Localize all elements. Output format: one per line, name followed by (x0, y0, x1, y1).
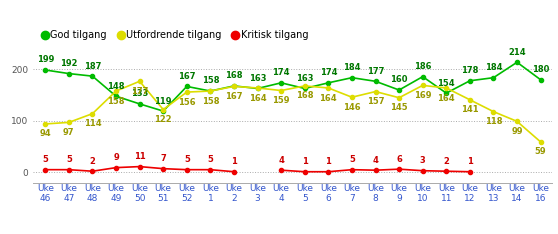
Text: 163: 163 (249, 74, 266, 83)
Text: 148: 148 (107, 82, 125, 91)
Text: 184: 184 (485, 63, 502, 72)
Text: 1: 1 (467, 157, 473, 166)
Text: 114: 114 (84, 119, 101, 128)
Text: 157: 157 (367, 97, 384, 106)
Text: 184: 184 (343, 63, 360, 72)
Text: 97: 97 (63, 128, 75, 137)
Text: 4: 4 (278, 156, 284, 165)
Text: 158: 158 (201, 97, 219, 106)
Text: 146: 146 (343, 103, 360, 112)
Text: 164: 164 (320, 94, 337, 102)
Text: 180: 180 (532, 65, 549, 74)
Text: 164: 164 (249, 94, 266, 102)
Text: 156: 156 (178, 98, 196, 107)
Text: 99: 99 (511, 127, 523, 136)
Text: 1: 1 (302, 157, 307, 166)
Text: 2: 2 (444, 157, 449, 166)
Text: 192: 192 (60, 59, 78, 68)
Text: 168: 168 (296, 91, 314, 100)
Text: 145: 145 (390, 103, 408, 112)
Text: 141: 141 (461, 105, 479, 114)
Text: 3: 3 (420, 156, 426, 165)
Text: 5: 5 (42, 155, 48, 164)
Text: 174: 174 (320, 68, 337, 77)
Text: 174: 174 (272, 68, 290, 77)
Text: 187: 187 (84, 62, 101, 71)
Text: 2: 2 (89, 157, 95, 166)
Text: 94: 94 (40, 129, 51, 139)
Text: 158: 158 (201, 77, 219, 85)
Text: 6: 6 (396, 155, 402, 164)
Text: 119: 119 (155, 97, 172, 106)
Text: 1: 1 (325, 157, 331, 166)
Text: 133: 133 (131, 89, 148, 98)
Text: 7: 7 (160, 154, 166, 163)
Text: 5: 5 (66, 155, 72, 164)
Text: 11: 11 (134, 152, 146, 161)
Text: 118: 118 (485, 117, 502, 126)
Text: 164: 164 (437, 94, 455, 102)
Text: 186: 186 (414, 62, 431, 71)
Legend: God tilgang, Utfordrende tilgang, Kritisk tilgang: God tilgang, Utfordrende tilgang, Kritis… (39, 26, 312, 44)
Text: 160: 160 (391, 76, 408, 84)
Text: 158: 158 (107, 97, 125, 106)
Text: 163: 163 (296, 74, 314, 83)
Text: 199: 199 (37, 55, 54, 64)
Text: 169: 169 (414, 91, 431, 100)
Text: 122: 122 (155, 115, 172, 124)
Text: 178: 178 (461, 66, 479, 75)
Text: 5: 5 (184, 155, 190, 164)
Text: 167: 167 (178, 72, 195, 81)
Text: 177: 177 (367, 67, 384, 76)
Text: 214: 214 (508, 48, 526, 57)
Text: 167: 167 (225, 92, 243, 101)
Text: 4: 4 (373, 156, 378, 165)
Text: 9: 9 (113, 153, 119, 162)
Text: 5: 5 (208, 155, 213, 164)
Text: 59: 59 (535, 147, 546, 157)
Text: 1: 1 (231, 157, 237, 166)
Text: 168: 168 (225, 71, 243, 80)
Text: 154: 154 (437, 79, 455, 88)
Text: 5: 5 (349, 155, 355, 164)
Text: 159: 159 (272, 96, 290, 105)
Text: 177: 177 (131, 87, 148, 96)
